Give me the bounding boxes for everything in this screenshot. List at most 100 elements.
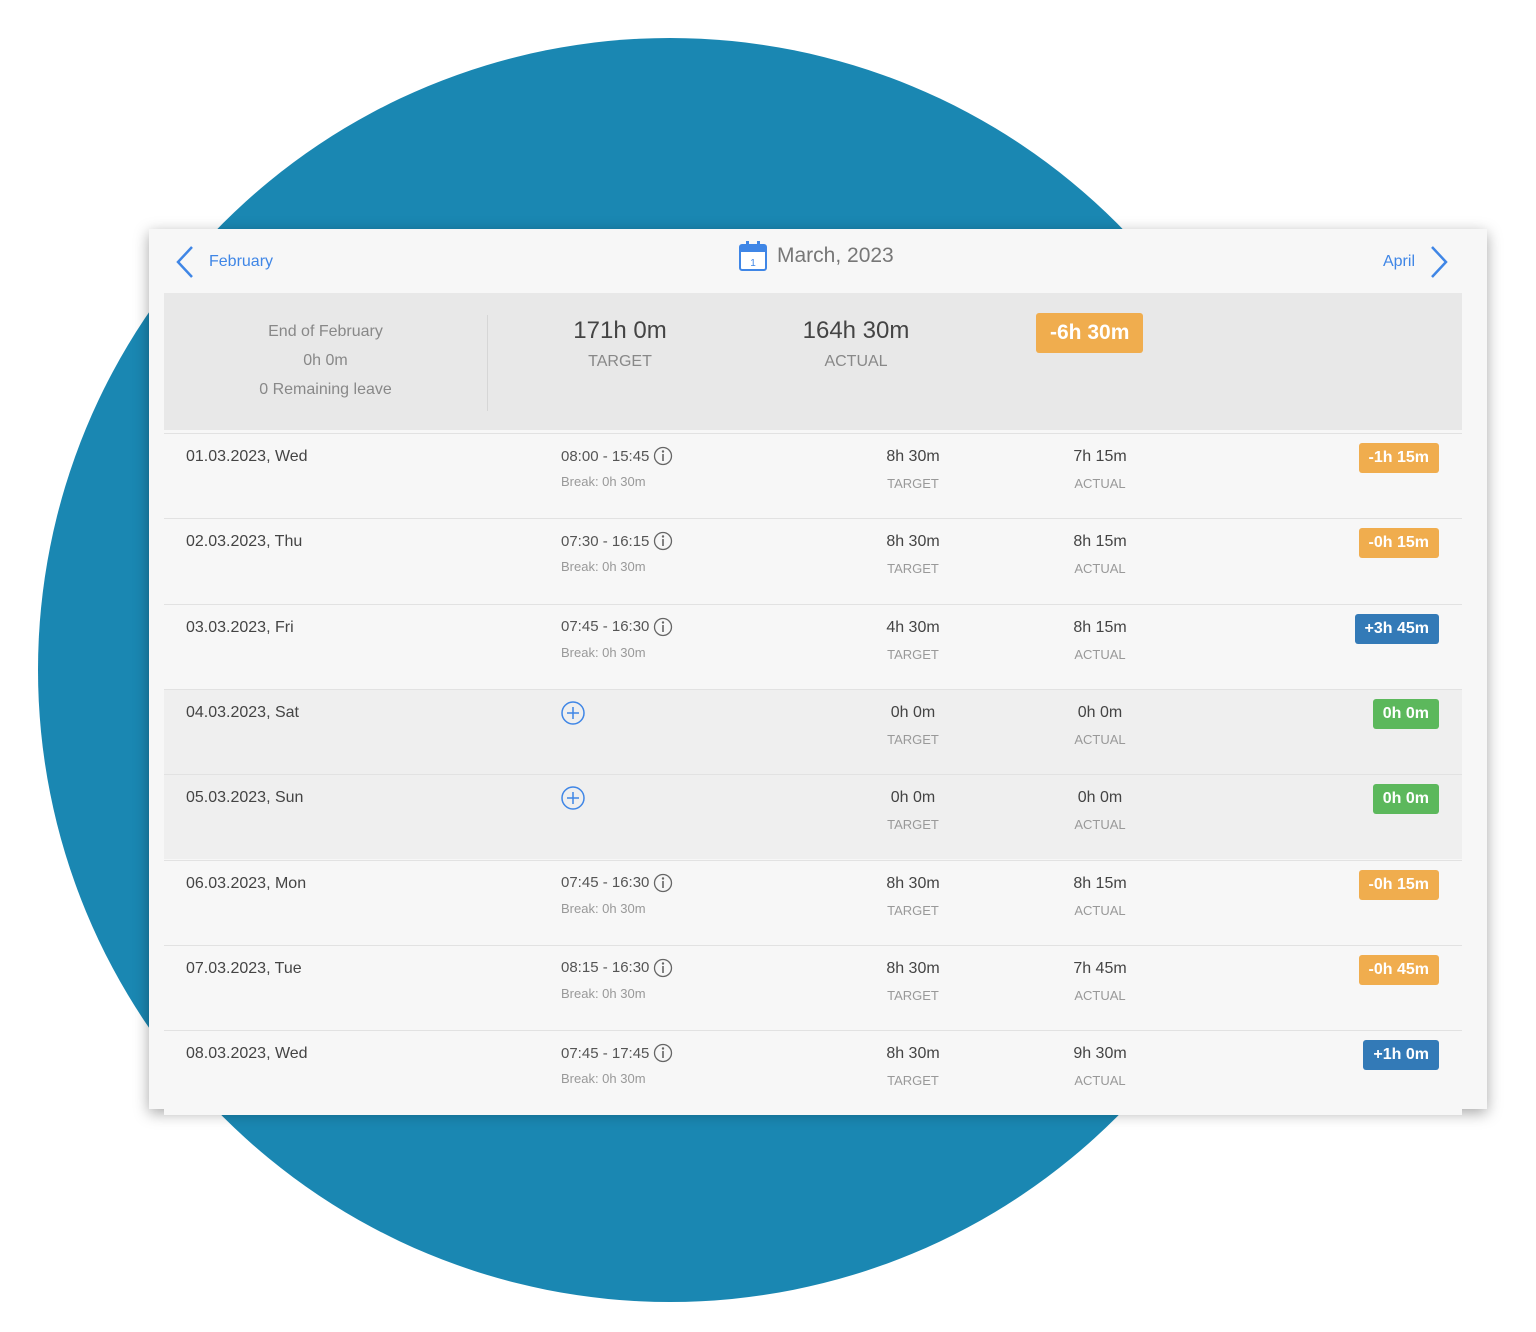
break-time: Break: 0h 30m bbox=[561, 900, 646, 916]
row-target-label: TARGET bbox=[887, 646, 939, 662]
summary-divider bbox=[487, 315, 488, 411]
summary-difference-badge: -6h 30m bbox=[1036, 313, 1144, 353]
summary-target-value: 171h 0m bbox=[573, 317, 667, 344]
summary-actual-value: 164h 30m bbox=[802, 317, 910, 344]
break-time: Break: 0h 30m bbox=[561, 559, 646, 575]
row-date: 01.03.2023, Wed bbox=[186, 448, 308, 465]
row-date: 07.03.2023, Tue bbox=[186, 959, 302, 977]
svg-text:1: 1 bbox=[750, 258, 756, 269]
row-actual-value: 9h 30m bbox=[1073, 1045, 1127, 1063]
day-row[interactable]: 05.03.2023, Sun 0h 0m TARGET 0h 0m ACTUAL … bbox=[164, 774, 1462, 860]
work-time-text: 08:15 - 16:30 bbox=[561, 959, 650, 977]
day-row[interactable]: 01.03.2023, Wed 08:00 - 15:45 Break: 0h 30… bbox=[164, 433, 1462, 518]
row-target-value: 8h 30m bbox=[886, 874, 940, 892]
work-time-text: 07:45 - 16:30 bbox=[561, 618, 650, 636]
row-target: 4h 30m TARGET bbox=[853, 619, 973, 662]
row-target-value: 8h 30m bbox=[886, 533, 940, 551]
row-target-value: 8h 30m bbox=[886, 1045, 940, 1063]
work-time[interactable]: 08:15 - 16:30 bbox=[561, 958, 673, 978]
timesheet-card: February 1 March, 2023 April End of Febr… bbox=[149, 229, 1487, 1116]
row-date: 05.03.2023, Sun bbox=[186, 789, 304, 807]
row-target-value: 0h 0m bbox=[890, 789, 936, 807]
info-icon[interactable] bbox=[653, 1043, 673, 1063]
day-row[interactable]: 07.03.2023, Tue 08:15 - 16:30 Break: 0h 30… bbox=[164, 944, 1462, 1030]
row-actual-value: 0h 0m bbox=[1077, 789, 1123, 807]
day-row[interactable]: 03.03.2023, Fri 07:45 - 16:30 Break: 0h 30… bbox=[164, 603, 1462, 689]
row-actual-value: 0h 0m bbox=[1077, 703, 1123, 721]
row-actual: 0h 0m ACTUAL bbox=[1040, 789, 1160, 832]
info-icon[interactable] bbox=[653, 873, 673, 893]
work-time[interactable]: 07:45 - 16:30 bbox=[561, 617, 673, 637]
row-actual: 7h 15m ACTUAL bbox=[1040, 448, 1160, 491]
row-actual: 8h 15m ACTUAL bbox=[1040, 619, 1160, 662]
break-time: Break: 0h 30m bbox=[561, 644, 646, 660]
row-target-label: TARGET bbox=[887, 902, 939, 918]
row-difference-badge: +1h 0m bbox=[1363, 1040, 1439, 1071]
month-title-text: March, 2023 bbox=[777, 244, 894, 267]
row-target-label: TARGET bbox=[887, 731, 939, 747]
row-date: 03.03.2023, Fri bbox=[186, 618, 294, 636]
info-icon[interactable] bbox=[653, 531, 673, 551]
next-month-button[interactable]: April bbox=[1383, 245, 1449, 279]
row-actual: 7h 45m ACTUAL bbox=[1040, 960, 1160, 1003]
summary-target-label: TARGET bbox=[588, 353, 652, 370]
row-difference-badge: 0h 0m bbox=[1372, 784, 1439, 815]
row-target: 0h 0m TARGET bbox=[853, 704, 973, 747]
work-time[interactable]: 07:45 - 17:45 bbox=[561, 1043, 673, 1063]
row-difference-badge: -0h 45m bbox=[1358, 954, 1439, 985]
month-summary: End of February 0h 0m 0 Remaining leave … bbox=[164, 293, 1462, 430]
day-row[interactable]: 04.03.2023, Sat 0h 0m TARGET 0h 0m ACTUAL … bbox=[164, 688, 1462, 774]
row-target-label: TARGET bbox=[887, 987, 939, 1003]
row-target-value: 0h 0m bbox=[890, 703, 936, 721]
row-difference-badge: +3h 45m bbox=[1354, 613, 1439, 644]
row-difference-badge: -0h 15m bbox=[1358, 528, 1439, 559]
row-actual: 0h 0m ACTUAL bbox=[1040, 704, 1160, 747]
prev-month-label: February bbox=[209, 253, 274, 270]
info-icon[interactable] bbox=[653, 446, 673, 466]
work-time[interactable]: 07:30 - 16:15 bbox=[561, 531, 673, 551]
work-time[interactable]: 07:45 - 16:30 bbox=[561, 873, 673, 893]
row-actual: 8h 15m ACTUAL bbox=[1040, 875, 1160, 918]
row-actual: 9h 30m ACTUAL bbox=[1040, 1045, 1160, 1088]
row-target-label: TARGET bbox=[887, 476, 939, 491]
row-actual-value: 8h 15m bbox=[1073, 874, 1127, 892]
add-entry-icon[interactable] bbox=[561, 786, 585, 810]
break-time: Break: 0h 30m bbox=[561, 474, 646, 489]
next-month-label: April bbox=[1382, 253, 1415, 270]
calendar-icon: 1 bbox=[739, 241, 767, 271]
break-time: Break: 0h 30m bbox=[561, 985, 646, 1001]
row-target: 8h 30m TARGET bbox=[853, 533, 973, 576]
row-date: 06.03.2023, Mon bbox=[186, 874, 307, 892]
row-date: 02.03.2023, Thu bbox=[186, 533, 303, 551]
summary-actual-label: ACTUAL bbox=[824, 353, 888, 370]
day-row[interactable]: 02.03.2023, Thu 07:30 - 16:15 Break: 0h 30… bbox=[164, 518, 1462, 604]
row-actual-label: ACTUAL bbox=[1074, 817, 1126, 833]
row-actual-label: ACTUAL bbox=[1074, 1073, 1126, 1089]
row-actual: 8h 15m ACTUAL bbox=[1040, 533, 1160, 576]
row-target-value: 4h 30m bbox=[886, 618, 940, 636]
row-actual-value: 8h 15m bbox=[1073, 618, 1127, 636]
add-entry-icon[interactable] bbox=[561, 701, 585, 725]
row-actual-label: ACTUAL bbox=[1074, 902, 1126, 918]
work-time-text: 07:45 - 16:30 bbox=[561, 874, 650, 891]
info-icon[interactable] bbox=[653, 958, 673, 978]
month-navigation: February 1 March, 2023 April bbox=[149, 229, 1487, 289]
previous-month-summary: End of February 0h 0m 0 Remaining leave bbox=[164, 317, 487, 404]
day-row[interactable]: 08.03.2023, Wed 07:45 - 17:45 Break: 0h 30… bbox=[164, 1030, 1462, 1116]
row-actual-label: ACTUAL bbox=[1074, 476, 1126, 491]
row-date: 04.03.2023, Sat bbox=[186, 703, 299, 721]
month-title[interactable]: 1 March, 2023 bbox=[739, 241, 894, 271]
row-target-value: 8h 30m bbox=[886, 959, 940, 977]
day-row[interactable]: 06.03.2023, Mon 07:45 - 16:30 Break: 0h 30… bbox=[164, 859, 1462, 945]
remaining-leave: 0 Remaining leave bbox=[259, 381, 392, 398]
row-actual-value: 7h 45m bbox=[1073, 959, 1127, 977]
row-difference-badge: 0h 0m bbox=[1372, 698, 1439, 729]
row-target: 8h 30m TARGET bbox=[853, 448, 973, 491]
work-time[interactable]: 08:00 - 15:45 bbox=[561, 446, 673, 466]
row-actual-label: ACTUAL bbox=[1074, 731, 1126, 747]
info-icon[interactable] bbox=[653, 617, 673, 637]
row-target: 8h 30m TARGET bbox=[853, 1045, 973, 1088]
row-actual-value: 7h 15m bbox=[1073, 448, 1127, 465]
prev-month-button[interactable]: February bbox=[175, 245, 273, 279]
row-target: 8h 30m TARGET bbox=[853, 875, 973, 918]
